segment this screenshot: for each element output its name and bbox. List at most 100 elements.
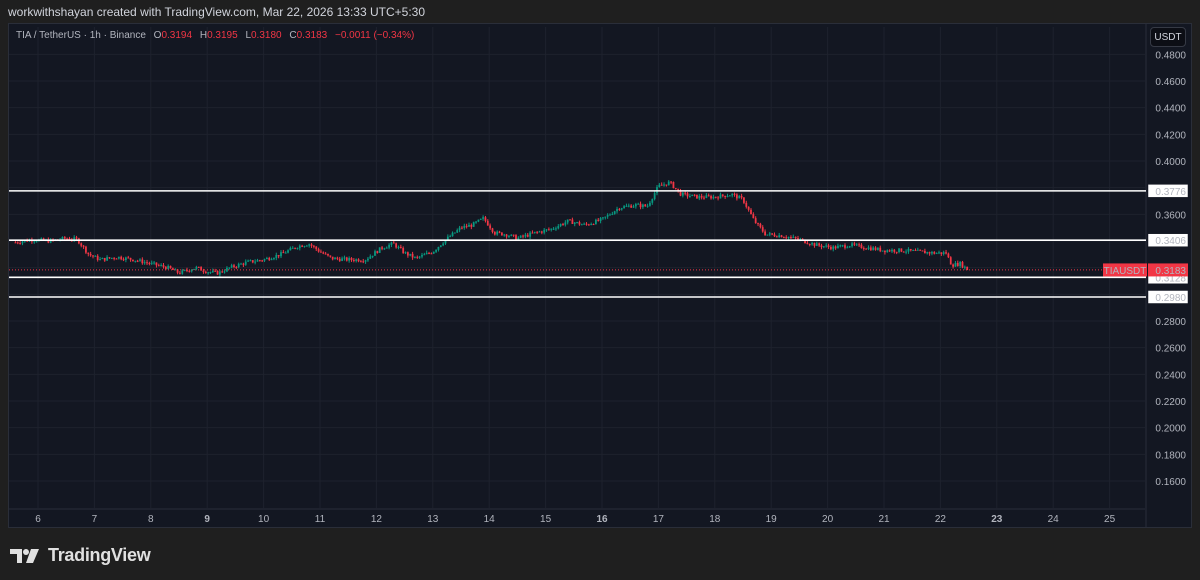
candle-body bbox=[376, 251, 379, 253]
candle-body bbox=[491, 228, 494, 232]
candle-body bbox=[893, 249, 896, 252]
candle-body bbox=[475, 221, 477, 223]
candle-body bbox=[792, 236, 795, 238]
currency-button[interactable]: USDT bbox=[1150, 27, 1186, 47]
candle-body bbox=[312, 245, 315, 247]
candle-body bbox=[87, 252, 90, 254]
candle-body bbox=[399, 246, 402, 249]
time-tick-label: 20 bbox=[822, 514, 834, 525]
candle-body bbox=[329, 255, 332, 257]
candle-body bbox=[670, 181, 672, 183]
candle-body bbox=[569, 219, 571, 221]
candle-body bbox=[745, 202, 748, 207]
candle-body bbox=[378, 247, 381, 253]
candle-body bbox=[489, 225, 492, 229]
time-tick-label: 14 bbox=[484, 514, 496, 525]
candle-body bbox=[228, 267, 231, 269]
candle-body bbox=[761, 227, 764, 232]
candle-body bbox=[707, 195, 710, 197]
candle-body bbox=[515, 235, 517, 240]
candle-body bbox=[120, 256, 123, 260]
candle-body bbox=[618, 208, 621, 210]
candle-body bbox=[117, 256, 120, 259]
candle-body bbox=[188, 270, 191, 272]
candle-body bbox=[42, 238, 45, 241]
candle-body bbox=[846, 247, 849, 249]
candle-body bbox=[693, 194, 696, 196]
candle-body bbox=[284, 252, 287, 254]
candle-body bbox=[898, 248, 900, 252]
candle-body bbox=[496, 231, 499, 235]
candle-body bbox=[291, 247, 294, 249]
candle-body bbox=[945, 252, 947, 254]
candle-body bbox=[249, 260, 252, 262]
candle-body bbox=[418, 256, 421, 258]
candle-body bbox=[395, 243, 398, 248]
candle-body bbox=[374, 251, 376, 256]
candle-body bbox=[900, 248, 903, 252]
symbol-price-tag bbox=[1103, 263, 1147, 277]
candle-body bbox=[226, 267, 228, 272]
candle-body bbox=[169, 265, 172, 269]
candle-body bbox=[261, 260, 264, 262]
candle-body bbox=[853, 243, 856, 245]
candle-body bbox=[411, 253, 414, 258]
candle-body bbox=[949, 257, 952, 265]
candle-body bbox=[808, 243, 811, 245]
candle-body bbox=[738, 195, 741, 199]
candle-body bbox=[113, 257, 116, 259]
candle-body bbox=[218, 271, 221, 275]
candle-body bbox=[498, 231, 501, 233]
candle-body bbox=[804, 239, 806, 244]
candle-body bbox=[743, 197, 745, 203]
candle-body bbox=[439, 245, 442, 247]
candle-body bbox=[99, 259, 101, 261]
candle-body bbox=[923, 250, 926, 254]
candle-body bbox=[508, 235, 510, 237]
candle-body bbox=[265, 257, 268, 260]
candle-body bbox=[282, 252, 285, 254]
candle-body bbox=[258, 260, 261, 262]
candle-body bbox=[684, 192, 687, 194]
candle-body bbox=[430, 253, 433, 255]
symbol-price-tag-text: TIAUSDT bbox=[1104, 266, 1147, 277]
candle-body bbox=[221, 271, 224, 273]
candle-body bbox=[858, 244, 860, 246]
candle-body bbox=[124, 257, 127, 261]
candle-body bbox=[357, 259, 360, 262]
candle-body bbox=[371, 255, 374, 257]
candle-body bbox=[679, 190, 682, 196]
candle-body bbox=[92, 255, 94, 257]
candle-body bbox=[233, 265, 235, 267]
candle-body bbox=[369, 256, 372, 259]
candle-body bbox=[512, 234, 515, 236]
price-tick-label: 0.2200 bbox=[1155, 397, 1186, 408]
candle-body bbox=[503, 234, 506, 236]
candle-body bbox=[837, 245, 839, 249]
candle-body bbox=[583, 223, 586, 225]
candle-body bbox=[590, 224, 593, 226]
candle-body bbox=[573, 222, 576, 224]
candle-body bbox=[280, 252, 282, 257]
candle-body bbox=[634, 204, 637, 207]
candle-body bbox=[331, 256, 334, 260]
candle-body bbox=[500, 232, 503, 236]
candle-body bbox=[698, 195, 701, 199]
candle-body bbox=[571, 219, 574, 224]
chart-pane[interactable] bbox=[8, 23, 1192, 528]
horizontal-line-price-text: 0.3128 bbox=[1155, 273, 1186, 284]
time-tick-label: 19 bbox=[766, 514, 778, 525]
candle-body bbox=[881, 250, 884, 252]
candle-body bbox=[270, 259, 273, 261]
candle-body bbox=[150, 262, 153, 264]
time-tick-label: 8 bbox=[148, 514, 154, 525]
last-price-text: 0.3183 bbox=[1155, 266, 1186, 277]
candle-body bbox=[465, 225, 468, 227]
candle-body bbox=[952, 264, 954, 267]
candle-body bbox=[585, 223, 588, 225]
candle-body bbox=[510, 234, 513, 236]
candle-body bbox=[171, 268, 174, 270]
candle-body bbox=[40, 238, 43, 240]
candle-body bbox=[538, 231, 541, 233]
